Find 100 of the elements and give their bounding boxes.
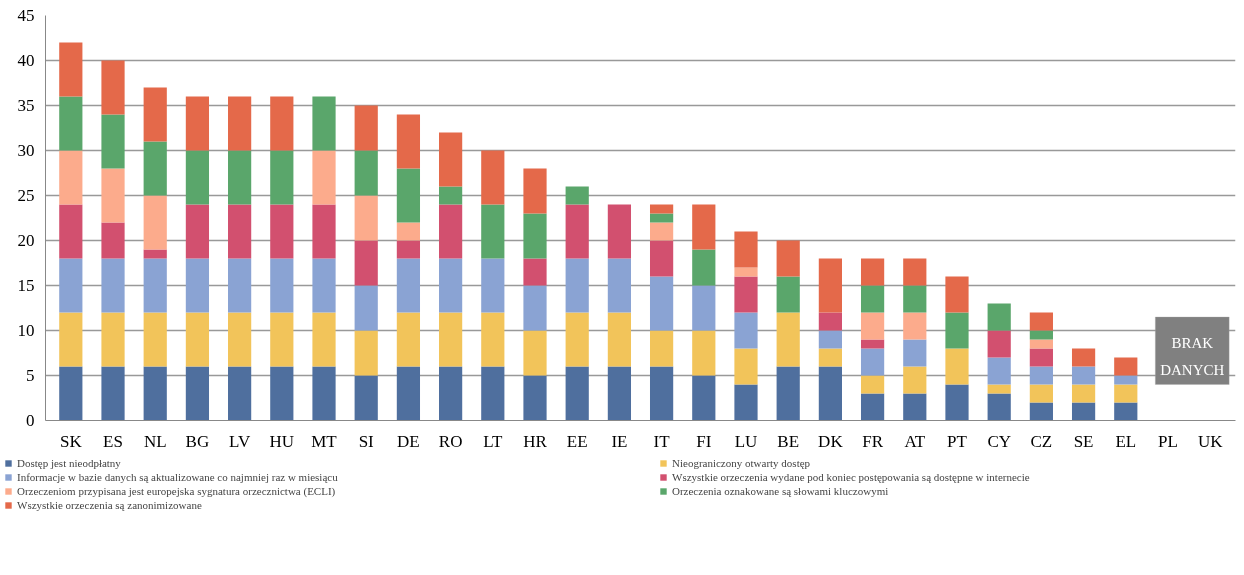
x-tick-label: SK — [59, 431, 83, 451]
bar — [439, 132, 463, 187]
bar — [945, 384, 969, 421]
bar — [228, 204, 252, 259]
bar — [1029, 384, 1053, 403]
bar — [396, 312, 421, 367]
bar — [607, 366, 632, 421]
bar — [396, 222, 421, 241]
x-tick-label: IT — [653, 431, 671, 451]
bar — [734, 348, 758, 385]
bar — [860, 258, 885, 286]
x-tick-label: BG — [185, 431, 210, 451]
bar — [734, 276, 758, 313]
bar — [565, 366, 589, 421]
bar — [903, 285, 927, 313]
bar — [734, 267, 758, 277]
bar — [481, 204, 505, 259]
bar — [776, 312, 800, 367]
bar — [101, 60, 125, 115]
bar — [692, 204, 716, 250]
bar — [860, 348, 885, 376]
bar — [523, 375, 547, 421]
legend-label: Informacje w bazie danych są aktualizowane co najmniej raz w miesiącu — [17, 471, 339, 483]
bar — [312, 258, 336, 313]
bar — [523, 213, 547, 259]
bar — [312, 366, 336, 421]
bar — [818, 366, 842, 421]
bar — [354, 285, 378, 331]
bar — [1029, 348, 1053, 367]
bar — [143, 195, 167, 250]
bar — [101, 366, 125, 421]
bar — [481, 150, 505, 205]
bar — [607, 204, 632, 259]
bar — [228, 258, 252, 313]
x-tick-label: LV — [229, 431, 251, 451]
bar — [354, 240, 378, 286]
bar — [228, 150, 252, 205]
y-tick-label: 35 — [17, 96, 35, 115]
bar — [228, 96, 252, 151]
bar — [903, 339, 927, 367]
bar — [1029, 330, 1053, 340]
bar — [649, 240, 674, 277]
bar — [185, 150, 210, 205]
bar — [59, 366, 83, 421]
bar — [354, 330, 378, 376]
bar — [59, 258, 83, 313]
bar — [185, 204, 210, 259]
bar — [481, 366, 505, 421]
bar — [312, 96, 336, 151]
bar — [692, 375, 716, 421]
bar — [649, 276, 674, 331]
bar — [101, 114, 125, 169]
bar — [945, 312, 969, 349]
x-tick-label: RO — [438, 431, 463, 451]
y-tick-label: 40 — [17, 51, 35, 70]
bar — [143, 87, 167, 142]
bar — [101, 222, 125, 259]
x-tick-label: DE — [397, 431, 420, 451]
bar — [903, 366, 927, 394]
bar — [860, 339, 885, 349]
legend-label: Orzeczenia oznakowane są słowami kluczowymi — [672, 485, 890, 497]
bar — [649, 213, 674, 223]
bar — [1071, 384, 1096, 403]
bar — [143, 141, 167, 196]
bar — [228, 366, 252, 421]
x-tick-label: CZ — [1030, 431, 1053, 451]
bar — [987, 357, 1011, 385]
x-tick-label: ES — [103, 431, 123, 451]
bar — [692, 285, 716, 331]
bar — [396, 258, 421, 313]
bar — [354, 195, 378, 241]
bar — [185, 366, 210, 421]
bar — [607, 258, 632, 313]
bar — [945, 348, 969, 385]
x-tick-label: LT — [483, 431, 504, 451]
bar — [59, 204, 83, 259]
bar — [1114, 402, 1138, 421]
bar — [354, 375, 378, 421]
x-tick-label: EL — [1115, 431, 1137, 451]
y-tick-label: 20 — [17, 231, 35, 250]
bar — [439, 186, 463, 205]
bar — [523, 258, 547, 286]
y-tick-label: 25 — [17, 186, 35, 205]
bar — [439, 312, 463, 367]
annotation: BRAK DANYCH — [1160, 335, 1225, 379]
bar — [987, 303, 1011, 331]
bar — [101, 168, 125, 223]
bar — [354, 150, 378, 196]
legend-label: Dostęp jest nieodpłatny — [17, 457, 122, 469]
legend-label: Orzeczeniom przypisana jest europejska sygnatura orzecznictwa (ECLI) — [17, 485, 337, 497]
bar — [1029, 312, 1053, 331]
x-tick-label: LU — [734, 431, 758, 451]
bar — [1029, 402, 1053, 421]
bar — [818, 312, 842, 331]
y-tick-label: 30 — [17, 141, 35, 160]
bar — [860, 312, 885, 340]
bar — [1071, 366, 1096, 385]
bar — [1114, 375, 1138, 385]
bar — [270, 258, 294, 313]
bar — [776, 276, 800, 313]
